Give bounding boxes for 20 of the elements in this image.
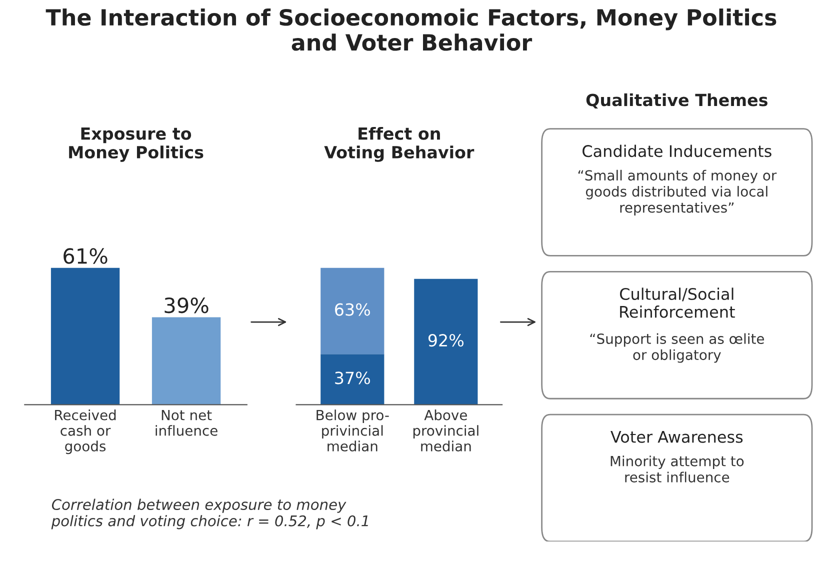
text: “Small amounts of money or goods distributed via local representatives” <box>578 170 777 216</box>
text: Cultural/Social Reinforcement <box>620 288 735 318</box>
x-tick-label: Received cash or goods <box>55 410 116 454</box>
data-label: 63% <box>335 303 370 316</box>
text: Minority attempt to resist influence <box>610 456 744 482</box>
data-label: 39% <box>164 297 208 314</box>
text: The Interaction of Socioeconomoic Factors, Money Politics and Voter Behavior <box>46 8 776 51</box>
text: “Support is seen as œlite or obligatory <box>590 333 764 363</box>
data-label: 61% <box>64 248 108 264</box>
text: Candidate Inducements <box>582 144 772 158</box>
data-label: 37% <box>335 372 370 384</box>
chart-subtitle: Exposure to Money Politics <box>69 127 204 162</box>
x-tick-label: Above provincial median <box>413 410 478 452</box>
x-tick-label: Below pro- privincial median <box>316 410 389 452</box>
chart-title: Effect on Voting Behavior <box>324 126 474 162</box>
text: Correlation between exposure to money politics and voting choice: r = 0.52, p < 0.1 <box>51 498 368 530</box>
text: Voter Awareness <box>610 431 743 443</box>
data-label: 92% <box>428 334 464 347</box>
x-tick-label: Not net influence <box>156 410 218 436</box>
text: Qualitative Themes <box>586 93 768 108</box>
